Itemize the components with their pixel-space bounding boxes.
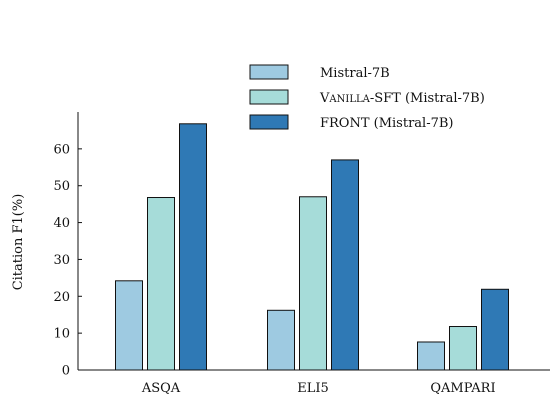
bar <box>331 159 359 371</box>
legend-item: Mistral-7B <box>249 64 390 81</box>
legend-label: FRONT (Mistral-7B) <box>320 116 454 131</box>
x-tick-label: ELI5 <box>297 381 329 396</box>
y-tick-label: 50 <box>53 179 70 194</box>
bar <box>115 280 143 371</box>
legend-item: FRONT (Mistral-7B) <box>249 114 454 131</box>
bars <box>115 123 509 371</box>
bar <box>267 309 295 371</box>
bar <box>449 326 477 371</box>
legend: Mistral-7B VANILLA-SFT (Mistral-7B) FRONT … <box>249 64 485 131</box>
legend-swatch <box>249 64 289 80</box>
y-axis-title: Citation F1(%) <box>11 194 26 291</box>
bar <box>147 197 175 371</box>
bar <box>481 288 509 371</box>
y-tick-label: 40 <box>53 216 70 231</box>
x-tick-label: ASQA <box>141 381 181 396</box>
x-tick-label: QAMPARI <box>430 381 495 396</box>
legend-swatch <box>249 89 289 105</box>
bar <box>417 341 445 371</box>
y-tick-label: 20 <box>53 290 70 305</box>
legend-item: VANILLA-SFT (Mistral-7B) <box>249 89 485 106</box>
bar <box>179 123 207 371</box>
y-tick-label: 60 <box>53 142 70 157</box>
legend-swatch <box>249 114 289 130</box>
bar <box>299 196 327 371</box>
y-tick-label: 0 <box>62 364 70 379</box>
y-tick-label: 30 <box>53 253 70 268</box>
legend-label: Mistral-7B <box>320 66 390 81</box>
y-tick-label: 10 <box>53 327 70 342</box>
legend-label: VANILLA-SFT (Mistral-7B) <box>319 91 485 106</box>
tick-labels: 0 10 20 30 40 50 60 ASQA ELI5 QAMPARI <box>53 142 495 396</box>
